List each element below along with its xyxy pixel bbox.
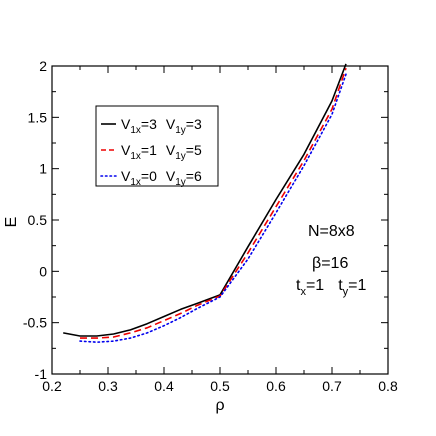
- y-tick-label: 0: [39, 263, 47, 279]
- annotation-tx-main: t: [296, 277, 301, 294]
- legend-v1x-sub: 1x: [130, 151, 141, 162]
- x-tick-label: 0.4: [154, 378, 174, 394]
- x-tick-label: 0.7: [322, 378, 342, 394]
- legend-v1x-main: V: [121, 168, 131, 184]
- annotation-ty-sub: y: [343, 286, 349, 298]
- legend-v1y-main: V: [166, 168, 176, 184]
- legend-label-3: V1x=0 V1y=6: [121, 168, 202, 188]
- annotations: N=8x8 β=16 tx=1 ty=1: [296, 223, 367, 298]
- y-tick-label: -0.5: [23, 315, 47, 331]
- legend-v1y-val: =5: [186, 142, 202, 158]
- annotation-tx-sub: x: [300, 286, 306, 298]
- x-axis-label: ρ: [215, 397, 224, 414]
- legend-v1x-val: =0: [141, 168, 157, 184]
- annotation-ty-val: =1: [348, 277, 366, 294]
- annotation-tx-val: =1: [306, 277, 324, 294]
- legend-v1y-sub: 1y: [175, 125, 186, 136]
- legend-v1y-val: =6: [186, 168, 202, 184]
- legend-label-1: V1x=3 V1y=3: [121, 116, 202, 136]
- legend-v1x-main: V: [121, 116, 131, 132]
- x-tick-label: 0.8: [378, 378, 398, 394]
- annotation-lattice-size: N=8x8: [308, 223, 355, 240]
- legend-v1x-val: =1: [141, 142, 157, 158]
- y-tick-label: 1.5: [28, 109, 48, 125]
- y-tick-label: 1: [39, 161, 47, 177]
- legend-v1y-main: V: [166, 142, 176, 158]
- series-line-3: [79, 73, 347, 344]
- legend-v1y-sub: 1y: [175, 151, 186, 162]
- annotation-ty-main: t: [338, 277, 343, 294]
- annotation-beta: β=16: [312, 255, 348, 272]
- legend-box: [95, 105, 219, 187]
- legend-v1y-val: =3: [186, 116, 202, 132]
- legend-v1x-sub: 1x: [130, 177, 141, 188]
- legend-v1x-sub: 1x: [130, 125, 141, 136]
- legend-label-2: V1x=1 V1y=5: [121, 142, 202, 162]
- series-line-2: [80, 67, 347, 339]
- x-tick-label: 0.5: [210, 378, 230, 394]
- x-tick-label: 0.2: [42, 378, 62, 394]
- x-tick-label: 0.6: [266, 378, 286, 394]
- legend-v1y-main: V: [166, 116, 176, 132]
- y-axis-ticks: -1 -0.5 0 0.5 1 1.5 2: [23, 58, 388, 382]
- annotation-hopping: tx=1 ty=1: [296, 277, 367, 298]
- y-tick-label: 0.5: [28, 212, 48, 228]
- legend-v1y-sub: 1y: [175, 177, 186, 188]
- series-line-1: [63, 63, 347, 337]
- y-tick-label: 2: [39, 58, 47, 74]
- legend-v1x-main: V: [121, 142, 131, 158]
- series-lines: [63, 63, 347, 344]
- x-axis-ticks: 0.2 0.3 0.4 0.5 0.6 0.7 0.8: [42, 66, 398, 394]
- y-tick-label: -1: [35, 366, 48, 382]
- x-tick-label: 0.3: [98, 378, 118, 394]
- y-axis-label: E: [3, 217, 20, 228]
- legend-v1x-val: =3: [141, 116, 157, 132]
